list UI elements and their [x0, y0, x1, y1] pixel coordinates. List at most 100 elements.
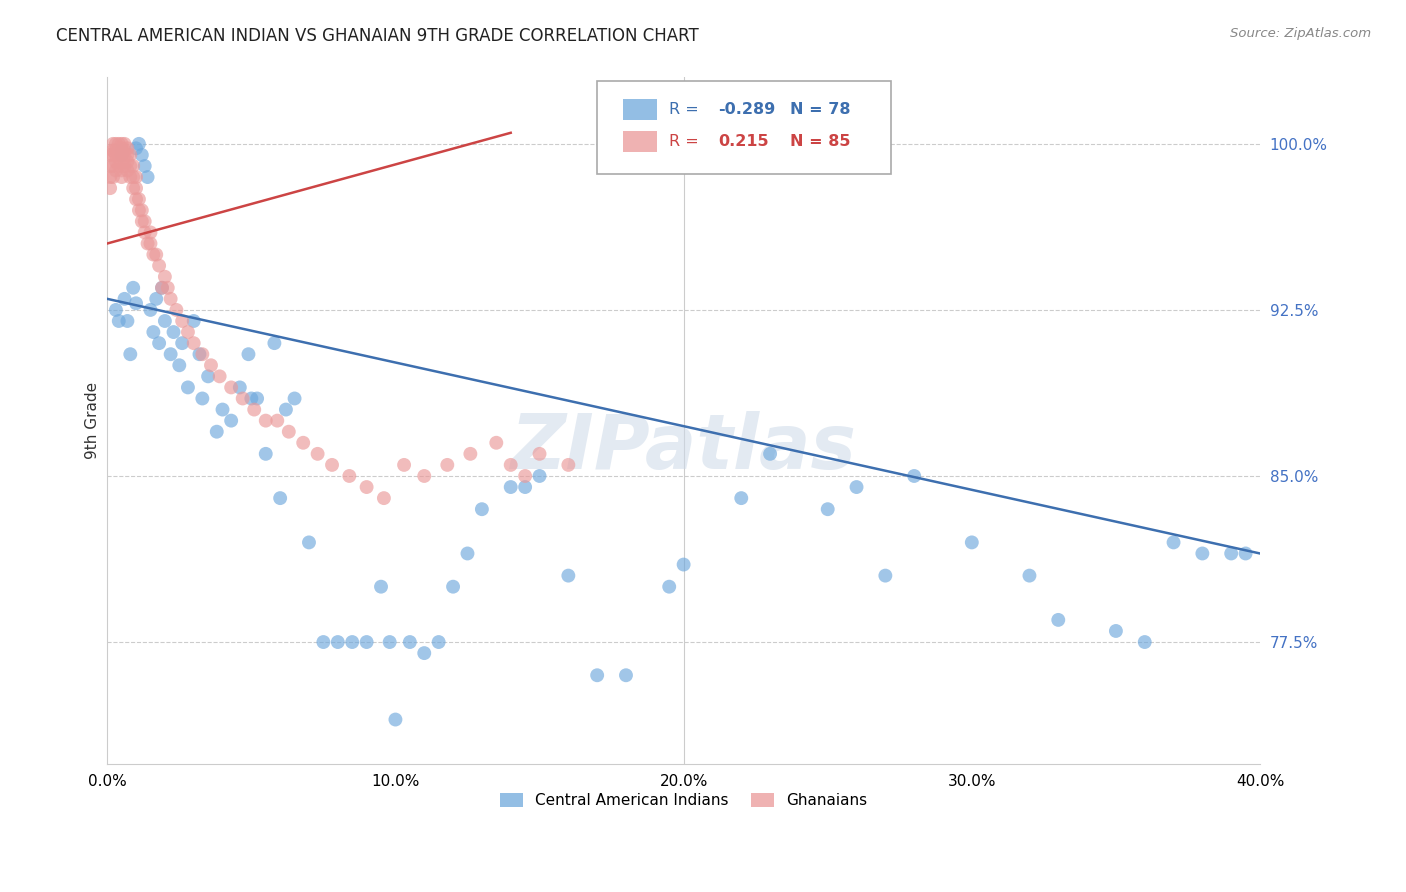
Point: [219, 380, 242, 394]
Point: [321, 458, 343, 472]
Point: [107, 136, 129, 151]
Point: [413, 469, 436, 483]
Point: [98, 170, 121, 185]
Point: [529, 469, 551, 483]
Point: [326, 635, 349, 649]
Point: [284, 392, 307, 406]
Text: Source: ZipAtlas.com: Source: ZipAtlas.com: [1230, 27, 1371, 40]
Point: [136, 170, 159, 185]
Point: [243, 402, 266, 417]
Point: [101, 170, 124, 185]
Point: [101, 159, 124, 173]
Point: [98, 181, 121, 195]
Point: [229, 380, 252, 394]
Point: [122, 281, 145, 295]
Point: [254, 447, 277, 461]
Point: [513, 469, 536, 483]
Point: [342, 635, 364, 649]
Point: [903, 469, 925, 483]
Point: [111, 154, 134, 169]
Point: [172, 314, 194, 328]
Point: [117, 314, 139, 328]
Point: [263, 336, 285, 351]
Point: [460, 447, 482, 461]
Point: [1133, 635, 1156, 649]
Point: [139, 236, 162, 251]
Point: [169, 359, 191, 373]
FancyBboxPatch shape: [598, 81, 891, 174]
Point: [148, 259, 170, 273]
Point: [125, 170, 148, 185]
Point: [513, 480, 536, 494]
Point: [139, 302, 162, 317]
Point: [111, 148, 134, 162]
Point: [145, 292, 167, 306]
Point: [211, 402, 233, 417]
Point: [122, 170, 145, 185]
Point: [499, 458, 522, 472]
Point: [378, 635, 401, 649]
Point: [153, 314, 176, 328]
Point: [240, 392, 263, 406]
Point: [436, 458, 458, 472]
Point: [337, 469, 360, 483]
FancyBboxPatch shape: [623, 99, 657, 120]
Point: [125, 181, 148, 195]
Point: [134, 226, 156, 240]
Point: [117, 141, 139, 155]
Point: [246, 392, 269, 406]
Point: [529, 447, 551, 461]
Point: [131, 214, 153, 228]
Point: [232, 392, 254, 406]
Point: [730, 491, 752, 505]
Point: [298, 535, 321, 549]
Point: [148, 336, 170, 351]
Point: [145, 247, 167, 261]
Point: [156, 281, 179, 295]
Point: [373, 491, 395, 505]
Point: [177, 325, 200, 339]
Point: [122, 181, 145, 195]
Point: [845, 480, 868, 494]
Point: [672, 558, 695, 572]
Point: [98, 159, 121, 173]
Point: [131, 148, 153, 162]
Point: [104, 136, 127, 151]
Point: [183, 314, 205, 328]
Point: [120, 148, 142, 162]
Point: [960, 535, 983, 549]
Point: [98, 148, 121, 162]
Point: [111, 170, 134, 185]
Point: [208, 369, 231, 384]
Point: [274, 402, 297, 417]
Point: [1105, 624, 1128, 638]
Point: [125, 192, 148, 206]
Point: [162, 325, 184, 339]
Point: [356, 480, 378, 494]
Point: [398, 635, 420, 649]
Point: [104, 144, 127, 158]
Point: [586, 668, 609, 682]
Point: [128, 192, 150, 206]
Text: CENTRAL AMERICAN INDIAN VS GHANAIAN 9TH GRADE CORRELATION CHART: CENTRAL AMERICAN INDIAN VS GHANAIAN 9TH …: [56, 27, 699, 45]
Point: [471, 502, 494, 516]
Point: [191, 392, 214, 406]
Point: [101, 144, 124, 158]
Text: 0.215: 0.215: [718, 134, 769, 149]
FancyBboxPatch shape: [623, 131, 657, 152]
Point: [111, 163, 134, 178]
Point: [200, 359, 222, 373]
Point: [165, 302, 187, 317]
Point: [266, 414, 288, 428]
Point: [128, 136, 150, 151]
Point: [658, 580, 681, 594]
Point: [107, 148, 129, 162]
Point: [104, 163, 127, 178]
Point: [277, 425, 299, 439]
Point: [499, 480, 522, 494]
Point: [125, 141, 148, 155]
Point: [114, 159, 136, 173]
Point: [117, 154, 139, 169]
Point: [205, 425, 228, 439]
Point: [101, 136, 124, 151]
